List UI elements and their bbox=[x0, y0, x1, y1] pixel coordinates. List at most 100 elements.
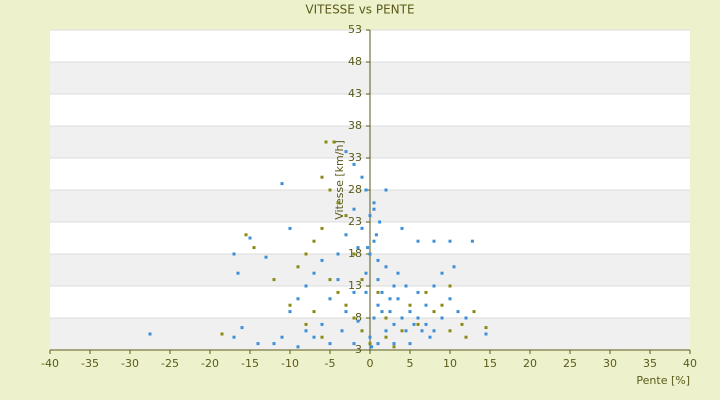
point bbox=[440, 316, 444, 320]
y-tick-label: 53 bbox=[348, 23, 362, 36]
point bbox=[232, 252, 236, 256]
point bbox=[368, 335, 372, 339]
point bbox=[374, 233, 378, 237]
point bbox=[372, 239, 376, 243]
point bbox=[320, 226, 324, 230]
point bbox=[364, 290, 368, 294]
point bbox=[288, 310, 292, 314]
point bbox=[412, 322, 416, 326]
point bbox=[312, 239, 316, 243]
point bbox=[288, 226, 292, 230]
point bbox=[344, 303, 348, 307]
point bbox=[392, 342, 396, 346]
point bbox=[304, 284, 308, 288]
point bbox=[376, 258, 380, 262]
point bbox=[368, 252, 372, 256]
x-tick-label: 5 bbox=[407, 357, 414, 370]
point bbox=[416, 239, 420, 243]
point bbox=[392, 284, 396, 288]
point bbox=[376, 278, 380, 282]
point bbox=[352, 342, 356, 346]
point bbox=[384, 188, 388, 192]
point bbox=[378, 220, 382, 224]
x-tick-label: 35 bbox=[643, 357, 657, 370]
point bbox=[380, 290, 384, 294]
y-tick-label: 48 bbox=[348, 55, 362, 68]
point bbox=[304, 329, 308, 333]
point bbox=[424, 290, 428, 294]
point bbox=[388, 297, 392, 301]
point bbox=[220, 332, 224, 336]
x-tick-label: 40 bbox=[683, 357, 697, 370]
point bbox=[320, 175, 324, 179]
point bbox=[400, 316, 404, 320]
point bbox=[372, 207, 376, 211]
point bbox=[336, 290, 340, 294]
x-tick-label: -40 bbox=[41, 357, 59, 370]
x-tick-label: 15 bbox=[483, 357, 497, 370]
point bbox=[296, 297, 300, 301]
point bbox=[384, 316, 388, 320]
point bbox=[256, 342, 260, 346]
point bbox=[420, 329, 424, 333]
point bbox=[416, 322, 420, 326]
point bbox=[252, 246, 256, 250]
point bbox=[328, 188, 332, 192]
point bbox=[360, 175, 364, 179]
point bbox=[236, 271, 240, 275]
point bbox=[240, 326, 244, 330]
x-tick-label: 30 bbox=[603, 357, 617, 370]
point bbox=[424, 322, 428, 326]
point bbox=[416, 290, 420, 294]
point bbox=[336, 252, 340, 256]
x-axis-label: Pente [%] bbox=[636, 374, 690, 387]
point bbox=[384, 265, 388, 269]
chart-title: VITESSE vs PENTE bbox=[305, 3, 414, 17]
point bbox=[392, 322, 396, 326]
point bbox=[312, 335, 316, 339]
point bbox=[440, 271, 444, 275]
point bbox=[352, 207, 356, 211]
point bbox=[408, 342, 412, 346]
x-tick-label: -5 bbox=[325, 357, 336, 370]
point bbox=[384, 329, 388, 333]
point bbox=[304, 322, 308, 326]
point bbox=[448, 297, 452, 301]
point bbox=[484, 332, 488, 336]
y-tick-label: 28 bbox=[348, 183, 362, 196]
point bbox=[484, 326, 488, 330]
point bbox=[344, 214, 348, 218]
point bbox=[432, 284, 436, 288]
point bbox=[272, 278, 276, 282]
point bbox=[392, 345, 396, 349]
x-tick-label: -35 bbox=[81, 357, 99, 370]
point bbox=[452, 265, 456, 269]
point bbox=[384, 335, 388, 339]
point bbox=[312, 271, 316, 275]
x-tick-label: -15 bbox=[241, 357, 259, 370]
point bbox=[344, 310, 348, 314]
point bbox=[352, 162, 356, 166]
point bbox=[376, 290, 380, 294]
point bbox=[364, 271, 368, 275]
point bbox=[328, 342, 332, 346]
point bbox=[340, 329, 344, 333]
point bbox=[304, 252, 308, 256]
point bbox=[424, 303, 428, 307]
point bbox=[440, 303, 444, 307]
point bbox=[372, 316, 376, 320]
point bbox=[352, 252, 356, 256]
point bbox=[280, 335, 284, 339]
point bbox=[368, 342, 372, 346]
point bbox=[296, 265, 300, 269]
point bbox=[368, 214, 372, 218]
x-tick-label: 20 bbox=[523, 357, 537, 370]
point bbox=[328, 278, 332, 282]
x-tick-label: 25 bbox=[563, 357, 577, 370]
point bbox=[408, 303, 412, 307]
point bbox=[376, 303, 380, 307]
x-tick-label: 10 bbox=[443, 357, 457, 370]
y-axis-label: Vitesse [km/h] bbox=[333, 140, 346, 220]
point bbox=[328, 297, 332, 301]
